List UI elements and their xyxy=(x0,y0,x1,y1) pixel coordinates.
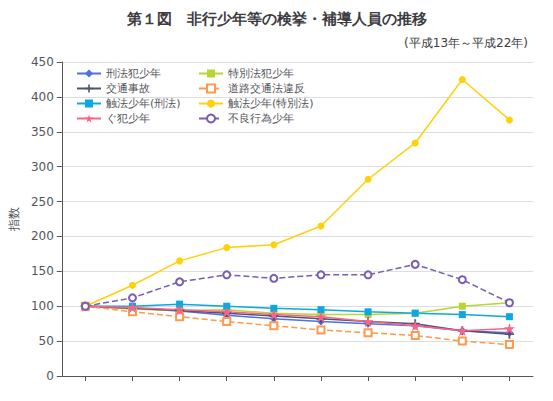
svg-text:刑法犯少年: 刑法犯少年 xyxy=(106,67,161,80)
svg-text:ぐ犯少年: ぐ犯少年 xyxy=(106,112,150,125)
svg-text:第１図 非行少年等の検挙・補導人員の推移: 第１図 非行少年等の検挙・補導人員の推移 xyxy=(126,10,427,28)
svg-text:0: 0 xyxy=(46,369,54,383)
svg-text:交通事故: 交通事故 xyxy=(106,82,150,95)
svg-text:触法少年(特別法): 触法少年(特別法) xyxy=(228,97,314,110)
svg-text:250: 250 xyxy=(31,195,54,209)
svg-text:不良行為少年: 不良行為少年 xyxy=(228,112,294,125)
svg-text:150: 150 xyxy=(31,264,54,278)
svg-text:200: 200 xyxy=(31,229,54,243)
svg-text:100: 100 xyxy=(31,299,54,313)
svg-text:特別法犯少年: 特別法犯少年 xyxy=(228,67,294,80)
svg-text:50: 50 xyxy=(39,334,54,348)
svg-text:450: 450 xyxy=(31,55,54,69)
svg-text:道路交通法違反: 道路交通法違反 xyxy=(228,82,305,95)
svg-text:(平成13年～平成22年): (平成13年～平成22年) xyxy=(404,36,528,50)
svg-text:指数: 指数 xyxy=(7,207,21,232)
svg-text:触法少年(刑法): 触法少年(刑法) xyxy=(106,97,181,110)
svg-text:400: 400 xyxy=(31,90,54,104)
svg-text:300: 300 xyxy=(31,160,54,174)
svg-text:350: 350 xyxy=(31,125,54,139)
